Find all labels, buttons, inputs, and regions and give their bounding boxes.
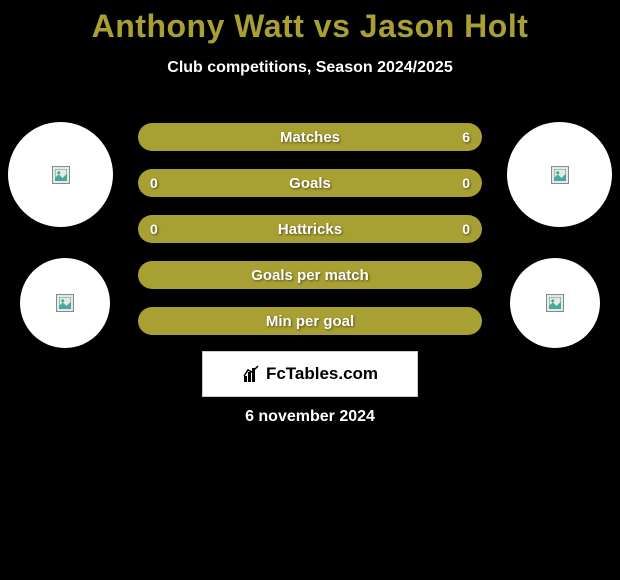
stat-row-hattricks: 0 Hattricks 0 — [138, 215, 482, 243]
image-placeholder-icon — [546, 294, 564, 312]
page-subtitle: Club competitions, Season 2024/2025 — [0, 59, 620, 77]
stat-row-goals: 0 Goals 0 — [138, 169, 482, 197]
image-placeholder-icon — [551, 166, 569, 184]
player1-avatar-bottom — [20, 258, 110, 348]
brand-label: FcTables.com — [266, 364, 378, 384]
stat-label: Goals — [289, 175, 331, 192]
player1-avatar-top — [8, 122, 113, 227]
brand-attribution[interactable]: FcTables.com — [202, 351, 418, 397]
stat-label: Goals per match — [251, 267, 369, 284]
stat-right-value: 6 — [462, 129, 470, 145]
stat-row-min-per-goal: Min per goal — [138, 307, 482, 335]
stats-container: Matches 6 0 Goals 0 0 Hattricks 0 Goals … — [138, 123, 482, 353]
stat-label: Matches — [280, 129, 340, 146]
player2-avatar-top — [507, 122, 612, 227]
chart-icon — [242, 364, 262, 384]
stat-label: Hattricks — [278, 221, 342, 238]
footer-date: 6 november 2024 — [0, 408, 620, 426]
stat-label: Min per goal — [266, 313, 354, 330]
stat-left-value: 0 — [150, 175, 158, 191]
image-placeholder-icon — [52, 166, 70, 184]
stat-left-value: 0 — [150, 221, 158, 237]
image-placeholder-icon — [56, 294, 74, 312]
stat-row-goals-per-match: Goals per match — [138, 261, 482, 289]
stat-row-matches: Matches 6 — [138, 123, 482, 151]
player2-avatar-bottom — [510, 258, 600, 348]
stat-right-value: 0 — [462, 175, 470, 191]
stat-right-value: 0 — [462, 221, 470, 237]
page-title: Anthony Watt vs Jason Holt — [0, 0, 620, 45]
